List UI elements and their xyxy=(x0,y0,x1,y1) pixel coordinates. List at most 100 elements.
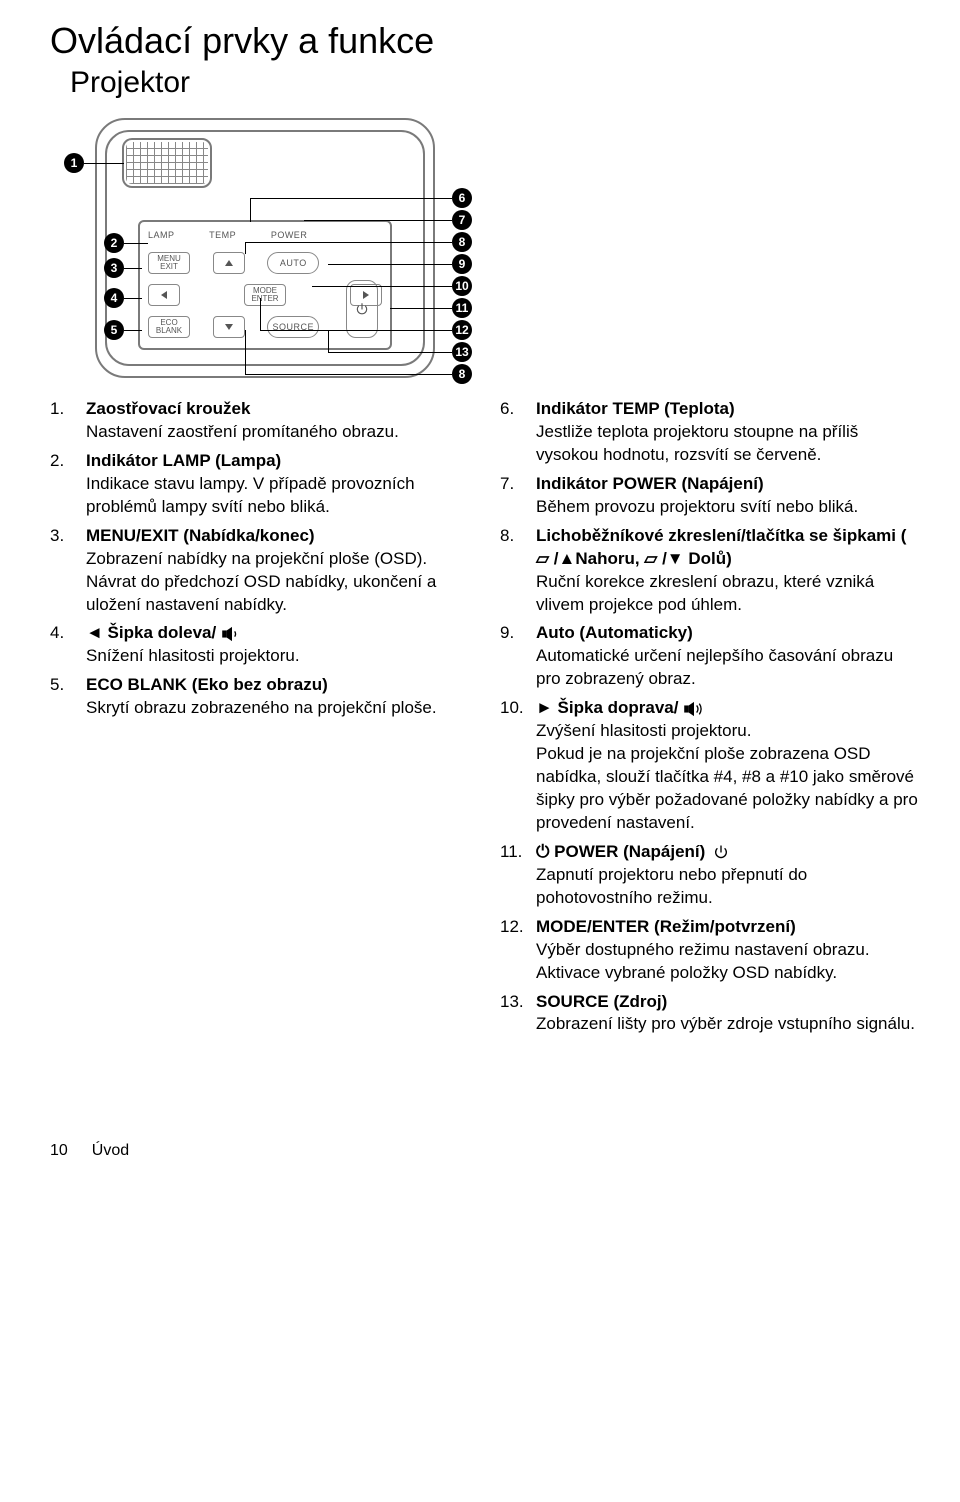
lead xyxy=(328,330,329,352)
callout-5: 5 xyxy=(104,320,124,340)
panel-power-label: POWER xyxy=(271,230,308,240)
lead xyxy=(124,268,142,269)
lead xyxy=(124,298,142,299)
item-body: SOURCE (Zdroj)Zobrazení lišty pro výběr … xyxy=(536,991,915,1037)
list-item: 5.ECO BLANK (Eko bez obrazu) Skrytí obraz… xyxy=(50,674,470,720)
item-desc: Výběr dostupného režimu nastavení obrazu… xyxy=(536,940,870,982)
item-title: Indikátor LAMP (Lampa) xyxy=(86,451,281,470)
item-number: 3. xyxy=(50,525,86,617)
item-number: 11. xyxy=(500,841,536,910)
item-desc: Nastavení zaostření promítaného obrazu. xyxy=(86,422,399,441)
list-item: 2.Indikátor LAMP (Lampa) Indikace stavu l… xyxy=(50,450,470,519)
item-number: 8. xyxy=(500,525,536,617)
lead xyxy=(328,264,452,265)
list-item: 8.Lichoběžníkové zkreslení/tlačítka se š… xyxy=(500,525,920,617)
left-vol-down-button[interactable] xyxy=(148,284,180,306)
lead xyxy=(245,242,246,254)
keystone-down-button[interactable] xyxy=(213,316,245,338)
lead xyxy=(124,243,148,244)
callout-1: 1 xyxy=(64,153,84,173)
callout-8b: 8 xyxy=(452,364,472,384)
item-title: Lichoběžníkové zkreslení/tlačítka se šip… xyxy=(536,526,906,568)
auto-button[interactable]: AUTO xyxy=(267,252,319,274)
diagram-area: LAMP TEMP POWER MENU EXIT AUTO MODE xyxy=(50,108,920,388)
item-desc: Během provozu projektoru svítí nebo blik… xyxy=(536,497,858,516)
page-title: Ovládací prvky a funkce xyxy=(50,20,920,62)
item-number: 10. xyxy=(500,697,536,835)
item-title: Zaostřovací kroužek xyxy=(86,399,250,418)
item-title: ◄ Šipka doleva/ xyxy=(86,623,216,642)
item-desc: Skrytí obrazu zobrazeného na projekční p… xyxy=(86,698,437,717)
item-body: ⏻ POWER (Napájení) Zapnutí projektoru ne… xyxy=(536,841,920,910)
item-body: MODE/ENTER (Režim/potvrzení) Výběr dostup… xyxy=(536,916,870,985)
vol-up-icon xyxy=(683,701,705,717)
lead xyxy=(328,352,452,353)
item-desc: Ruční korekce zkreslení obrazu, které vz… xyxy=(536,572,874,614)
item-body: ECO BLANK (Eko bez obrazu) Skrytí obrazu … xyxy=(86,674,437,720)
lead xyxy=(250,198,251,222)
lead xyxy=(260,298,261,330)
item-body: Indikátor POWER (Napájení)Během provozu … xyxy=(536,473,858,519)
footer-section: Úvod xyxy=(92,1142,129,1160)
focus-ring-grid xyxy=(126,142,208,184)
callout-12: 12 xyxy=(452,320,472,340)
list-item: 1.Zaostřovací kroužek Nastavení zaostření… xyxy=(50,398,470,444)
item-title: ECO BLANK (Eko bez obrazu) xyxy=(86,675,328,694)
mode-enter-button[interactable]: MODE ENTER xyxy=(244,284,286,306)
callout-10: 10 xyxy=(452,276,472,296)
item-desc: Zapnutí projektoru nebo přepnutí do poho… xyxy=(536,865,807,907)
callout-9: 9 xyxy=(452,254,472,274)
item-desc: Zvýšení hlasitosti projektoru.Pokud je n… xyxy=(536,721,918,832)
list-item: 3.MENU/EXIT (Nabídka/konec)Zobrazení nab… xyxy=(50,525,470,617)
item-number: 13. xyxy=(500,991,536,1037)
item-body: Zaostřovací kroužek Nastavení zaostření p… xyxy=(86,398,399,444)
item-title: MODE/ENTER (Režim/potvrzení) xyxy=(536,917,796,936)
item-number: 4. xyxy=(50,622,86,668)
item-number: 1. xyxy=(50,398,86,444)
left-column: 1.Zaostřovací kroužek Nastavení zaostření… xyxy=(50,398,470,1042)
list-item: 12.MODE/ENTER (Režim/potvrzení) Výběr dos… xyxy=(500,916,920,985)
list-item: 11.⏻ POWER (Napájení) Zapnutí projektoru… xyxy=(500,841,920,910)
callout-11: 11 xyxy=(452,298,472,318)
keystone-up-button[interactable] xyxy=(213,252,245,274)
vol-down-icon xyxy=(221,626,243,642)
item-number: 5. xyxy=(50,674,86,720)
lead xyxy=(245,242,390,243)
item-number: 7. xyxy=(500,473,536,519)
lead xyxy=(390,308,452,309)
item-desc: Jestliže teplota projektoru stoupne na p… xyxy=(536,422,858,464)
item-desc: Indikace stavu lampy. V případě provozní… xyxy=(86,474,415,516)
projector-diagram: LAMP TEMP POWER MENU EXIT AUTO MODE xyxy=(60,108,490,388)
lead xyxy=(250,198,452,199)
lead xyxy=(245,330,246,374)
lead xyxy=(304,220,452,221)
item-desc: Snížení hlasitosti projektoru. xyxy=(86,646,300,665)
panel-lamp-label: LAMP xyxy=(148,230,175,240)
menu-exit-button[interactable]: MENU EXIT xyxy=(148,252,190,274)
callout-6: 6 xyxy=(452,188,472,208)
item-title: MENU/EXIT (Nabídka/konec) xyxy=(86,526,315,545)
item-title: Indikátor TEMP (Teplota) xyxy=(536,399,735,418)
eco-blank-button[interactable]: ECO BLANK xyxy=(148,316,190,338)
item-body: Indikátor TEMP (Teplota) Jestliže teplota… xyxy=(536,398,920,467)
source-button[interactable]: SOURCE xyxy=(267,316,319,338)
page-subtitle: Projektor xyxy=(70,66,920,100)
item-title: Auto (Automaticky) xyxy=(536,623,693,642)
list-item: 6.Indikátor TEMP (Teplota)Jestliže teplo… xyxy=(500,398,920,467)
page-number: 10 xyxy=(50,1142,68,1160)
lead xyxy=(245,374,452,375)
callout-13: 13 xyxy=(452,342,472,362)
list-item: 7.Indikátor POWER (Napájení)Během provoz… xyxy=(500,473,920,519)
item-number: 12. xyxy=(500,916,536,985)
lead xyxy=(312,286,452,287)
item-number: 2. xyxy=(50,450,86,519)
callout-7: 7 xyxy=(452,210,472,230)
lead xyxy=(124,330,142,331)
item-body: Auto (Automaticky)Automatické určení nej… xyxy=(536,622,920,691)
list-item: 10.► Šipka doprava/ Zvýšení hlasitosti p… xyxy=(500,697,920,835)
item-title: ► Šipka doprava/ xyxy=(536,698,678,717)
list-item: 13.SOURCE (Zdroj)Zobrazení lišty pro výb… xyxy=(500,991,920,1037)
lead xyxy=(84,163,124,164)
item-body: ► Šipka doprava/ Zvýšení hlasitosti proj… xyxy=(536,697,920,835)
callout-3: 3 xyxy=(104,258,124,278)
